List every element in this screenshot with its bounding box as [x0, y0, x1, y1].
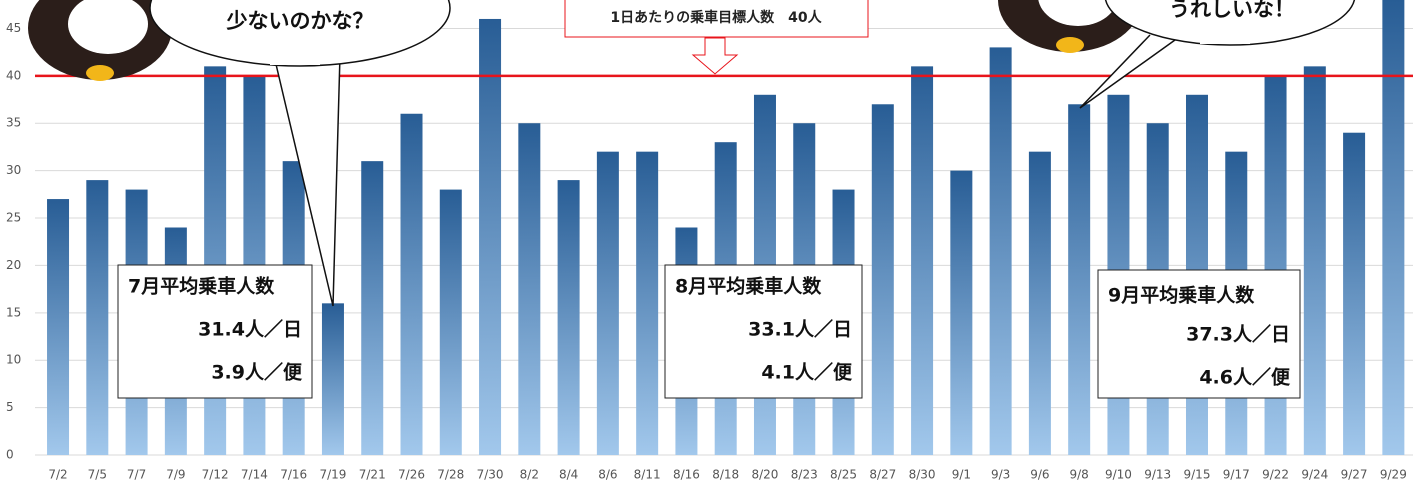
- bubble-text: 少ないのかな？: [226, 9, 374, 33]
- y-tick-label: 30: [6, 163, 21, 177]
- x-tick-label: 9/1: [952, 468, 971, 482]
- target-label: 1日あたりの乗車目標人数 40人: [610, 9, 822, 26]
- bar: [1304, 66, 1326, 455]
- x-tick-label: 9/15: [1184, 468, 1211, 482]
- x-tick-label: 7/9: [166, 468, 185, 482]
- bar: [401, 114, 423, 455]
- average-title: 9月平均乗車人数: [1108, 284, 1255, 307]
- x-tick-label: 8/25: [830, 468, 857, 482]
- bar: [636, 152, 658, 455]
- x-tick-label: 7/16: [280, 468, 307, 482]
- x-tick-label: 9/8: [1070, 468, 1089, 482]
- x-tick-label: 8/20: [751, 468, 778, 482]
- x-tick-label: 8/16: [673, 468, 700, 482]
- bar: [1382, 0, 1404, 455]
- x-tick-label: 7/30: [477, 468, 504, 482]
- y-tick-label: 15: [6, 305, 21, 319]
- average-per-trip: 4.1人／便: [761, 361, 853, 384]
- average-per-day: 37.3人／日: [1186, 323, 1290, 346]
- bar: [911, 66, 933, 455]
- bar: [440, 190, 462, 455]
- x-tick-label: 8/23: [791, 468, 818, 482]
- x-tick-label: 9/27: [1341, 468, 1368, 482]
- x-tick-label: 8/27: [869, 468, 896, 482]
- x-tick-label: 8/4: [559, 468, 578, 482]
- x-tick-label: 8/11: [634, 468, 661, 482]
- x-tick-label: 9/10: [1105, 468, 1132, 482]
- y-tick-label: 40: [6, 68, 21, 82]
- bubble-mask: [1200, 33, 1250, 44]
- bubble-mask: [270, 54, 320, 65]
- bar: [322, 303, 344, 455]
- mascot-foot: [1056, 37, 1084, 53]
- average-per-trip: 3.9人／便: [211, 361, 303, 384]
- y-tick-label: 35: [6, 116, 21, 130]
- bar: [361, 161, 383, 455]
- average-title: 8月平均乗車人数: [675, 275, 822, 298]
- average-per-day: 31.4人／日: [198, 318, 302, 341]
- x-tick-label: 9/24: [1301, 468, 1328, 482]
- y-tick-label: 20: [6, 258, 21, 272]
- x-tick-label: 7/26: [398, 468, 425, 482]
- x-tick-label: 7/19: [319, 468, 346, 482]
- x-tick-label: 9/6: [1030, 468, 1049, 482]
- chart: 0 5 10 15 20 25 30 35 40 45 7/2 7/5 7/7 7/9 7/12 7/14 7…: [0, 0, 1423, 486]
- x-tick-label: 7/2: [48, 468, 67, 482]
- bar: [47, 199, 69, 455]
- bar: [1343, 133, 1365, 455]
- average-title: 7月平均乗車人数: [128, 275, 275, 298]
- average-per-day: 33.1人／日: [748, 318, 852, 341]
- x-tick-label: 7/12: [202, 468, 229, 482]
- x-tick-label: 9/3: [991, 468, 1010, 482]
- bar: [990, 47, 1012, 455]
- x-tick-label: 8/18: [712, 468, 739, 482]
- x-tick-label: 7/21: [359, 468, 386, 482]
- x-tick-label: 9/22: [1262, 468, 1289, 482]
- y-tick-label: 45: [6, 21, 21, 35]
- y-tick-label: 25: [6, 211, 21, 225]
- bar: [597, 152, 619, 455]
- x-tick-label: 8/30: [909, 468, 936, 482]
- x-tick-label: 9/29: [1380, 468, 1407, 482]
- x-tick-label: 7/28: [437, 468, 464, 482]
- y-tick-label: 0: [6, 448, 14, 462]
- bar: [1029, 152, 1051, 455]
- x-tick-label: 8/6: [598, 468, 617, 482]
- target-arrow: [693, 38, 737, 74]
- bar: [479, 19, 501, 455]
- bar: [1068, 104, 1090, 455]
- x-tick-label: 7/7: [127, 468, 146, 482]
- y-tick-label: 5: [6, 400, 14, 414]
- mascot-foot: [86, 65, 114, 81]
- average-per-trip: 4.6人／便: [1199, 366, 1291, 389]
- bar: [518, 123, 540, 455]
- x-tick-label: 7/14: [241, 468, 268, 482]
- x-tick-label: 7/5: [88, 468, 107, 482]
- bar: [950, 171, 972, 455]
- x-tick-label: 9/17: [1223, 468, 1250, 482]
- x-tick-label: 8/2: [520, 468, 539, 482]
- bar: [872, 104, 894, 455]
- y-tick-label: 10: [6, 353, 21, 367]
- bar: [558, 180, 580, 455]
- bubble-text: うれしいな！: [1169, 0, 1295, 21]
- x-tick-label: 9/13: [1144, 468, 1171, 482]
- bar: [86, 180, 108, 455]
